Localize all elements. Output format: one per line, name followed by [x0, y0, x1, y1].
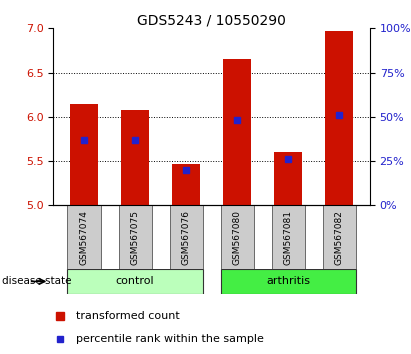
Text: GSM567082: GSM567082	[335, 210, 344, 265]
Bar	[325, 31, 353, 205]
Bar	[172, 164, 200, 205]
Text: disease state: disease state	[2, 276, 72, 286]
Bar	[221, 205, 254, 269]
Bar	[67, 205, 101, 269]
Title: GDS5243 / 10550290: GDS5243 / 10550290	[137, 13, 286, 27]
Bar	[274, 152, 302, 205]
Bar	[118, 205, 152, 269]
Bar	[170, 205, 203, 269]
Text: GSM567075: GSM567075	[131, 210, 140, 265]
Text: GSM567076: GSM567076	[182, 210, 191, 265]
Text: arthritis: arthritis	[266, 276, 310, 286]
Text: control: control	[116, 276, 155, 286]
Bar	[67, 269, 203, 294]
Bar	[272, 205, 305, 269]
Text: GSM567081: GSM567081	[284, 210, 293, 265]
Text: GSM567080: GSM567080	[233, 210, 242, 265]
Bar	[221, 269, 356, 294]
Bar	[70, 103, 98, 205]
Bar	[323, 205, 356, 269]
Text: GSM567074: GSM567074	[80, 210, 88, 265]
Bar	[121, 110, 149, 205]
Text: transformed count: transformed count	[76, 311, 179, 321]
Bar	[223, 59, 251, 205]
Text: percentile rank within the sample: percentile rank within the sample	[76, 334, 263, 344]
